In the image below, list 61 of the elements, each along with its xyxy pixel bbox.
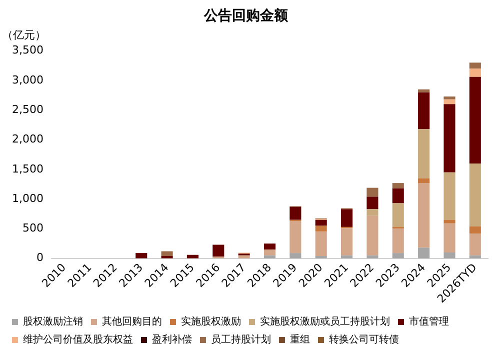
bar [469, 163, 481, 226]
bar [418, 89, 430, 92]
bar [392, 183, 404, 188]
bar [418, 178, 430, 184]
legend-label: 实施股权激励或员工持股计划 [260, 316, 390, 328]
bar [136, 253, 148, 258]
y-tick-label: 2,500 [12, 102, 44, 116]
legend-label: 盈利补偿 [152, 334, 192, 346]
bar [444, 220, 456, 224]
bar [315, 220, 327, 226]
bar [366, 209, 378, 216]
bar [315, 232, 327, 256]
bar [290, 221, 302, 254]
y-tick-label: 0 [36, 251, 44, 264]
bar [469, 76, 481, 164]
bar [444, 104, 456, 172]
bar [341, 228, 353, 256]
bar [290, 253, 302, 258]
bar [392, 253, 404, 258]
y-axis-title: （亿元） [2, 28, 46, 42]
y-tick-label: 3,500 [12, 44, 44, 57]
bar [444, 99, 456, 104]
legend-label: 其他回购目的 [102, 316, 162, 328]
legend-label: 股权激励注销 [23, 316, 83, 328]
bar [392, 228, 404, 254]
y-tick-label: 2,000 [12, 132, 44, 146]
bar [290, 206, 302, 220]
bar [366, 188, 378, 197]
bar [264, 249, 276, 256]
bar [418, 92, 430, 130]
legend-label: 转换公司可转债 [329, 334, 399, 346]
bar [444, 96, 456, 100]
bar [444, 172, 456, 220]
legend-label: 维护公司价值及股东权益 [23, 334, 133, 346]
legend-label: 重组 [290, 334, 310, 346]
y-tick-label: 1,500 [12, 162, 44, 176]
bar [418, 183, 430, 248]
y-tick-label: 500 [22, 222, 44, 235]
bar [264, 244, 276, 250]
bar [418, 248, 430, 258]
legend-label: 市值管理 [409, 316, 449, 328]
y-tick-label: 3,000 [12, 73, 44, 86]
legend-label: 员工持股计划 [211, 334, 271, 346]
bar [392, 188, 404, 204]
bar [469, 62, 481, 69]
bar [161, 251, 173, 256]
legend-label: 实施股权激励 [181, 316, 241, 328]
bar [341, 209, 353, 227]
y-tick-label: 1,000 [12, 192, 44, 205]
bar [469, 68, 481, 77]
bar [469, 226, 481, 234]
chart-title: 公告回购金额 [203, 7, 289, 24]
bar [366, 196, 378, 210]
bar [444, 223, 456, 252]
bar [469, 233, 481, 256]
bar [444, 252, 456, 258]
bar [315, 226, 327, 232]
bar [392, 203, 404, 227]
bar [418, 129, 430, 178]
bar [366, 216, 378, 256]
bar [212, 244, 224, 257]
